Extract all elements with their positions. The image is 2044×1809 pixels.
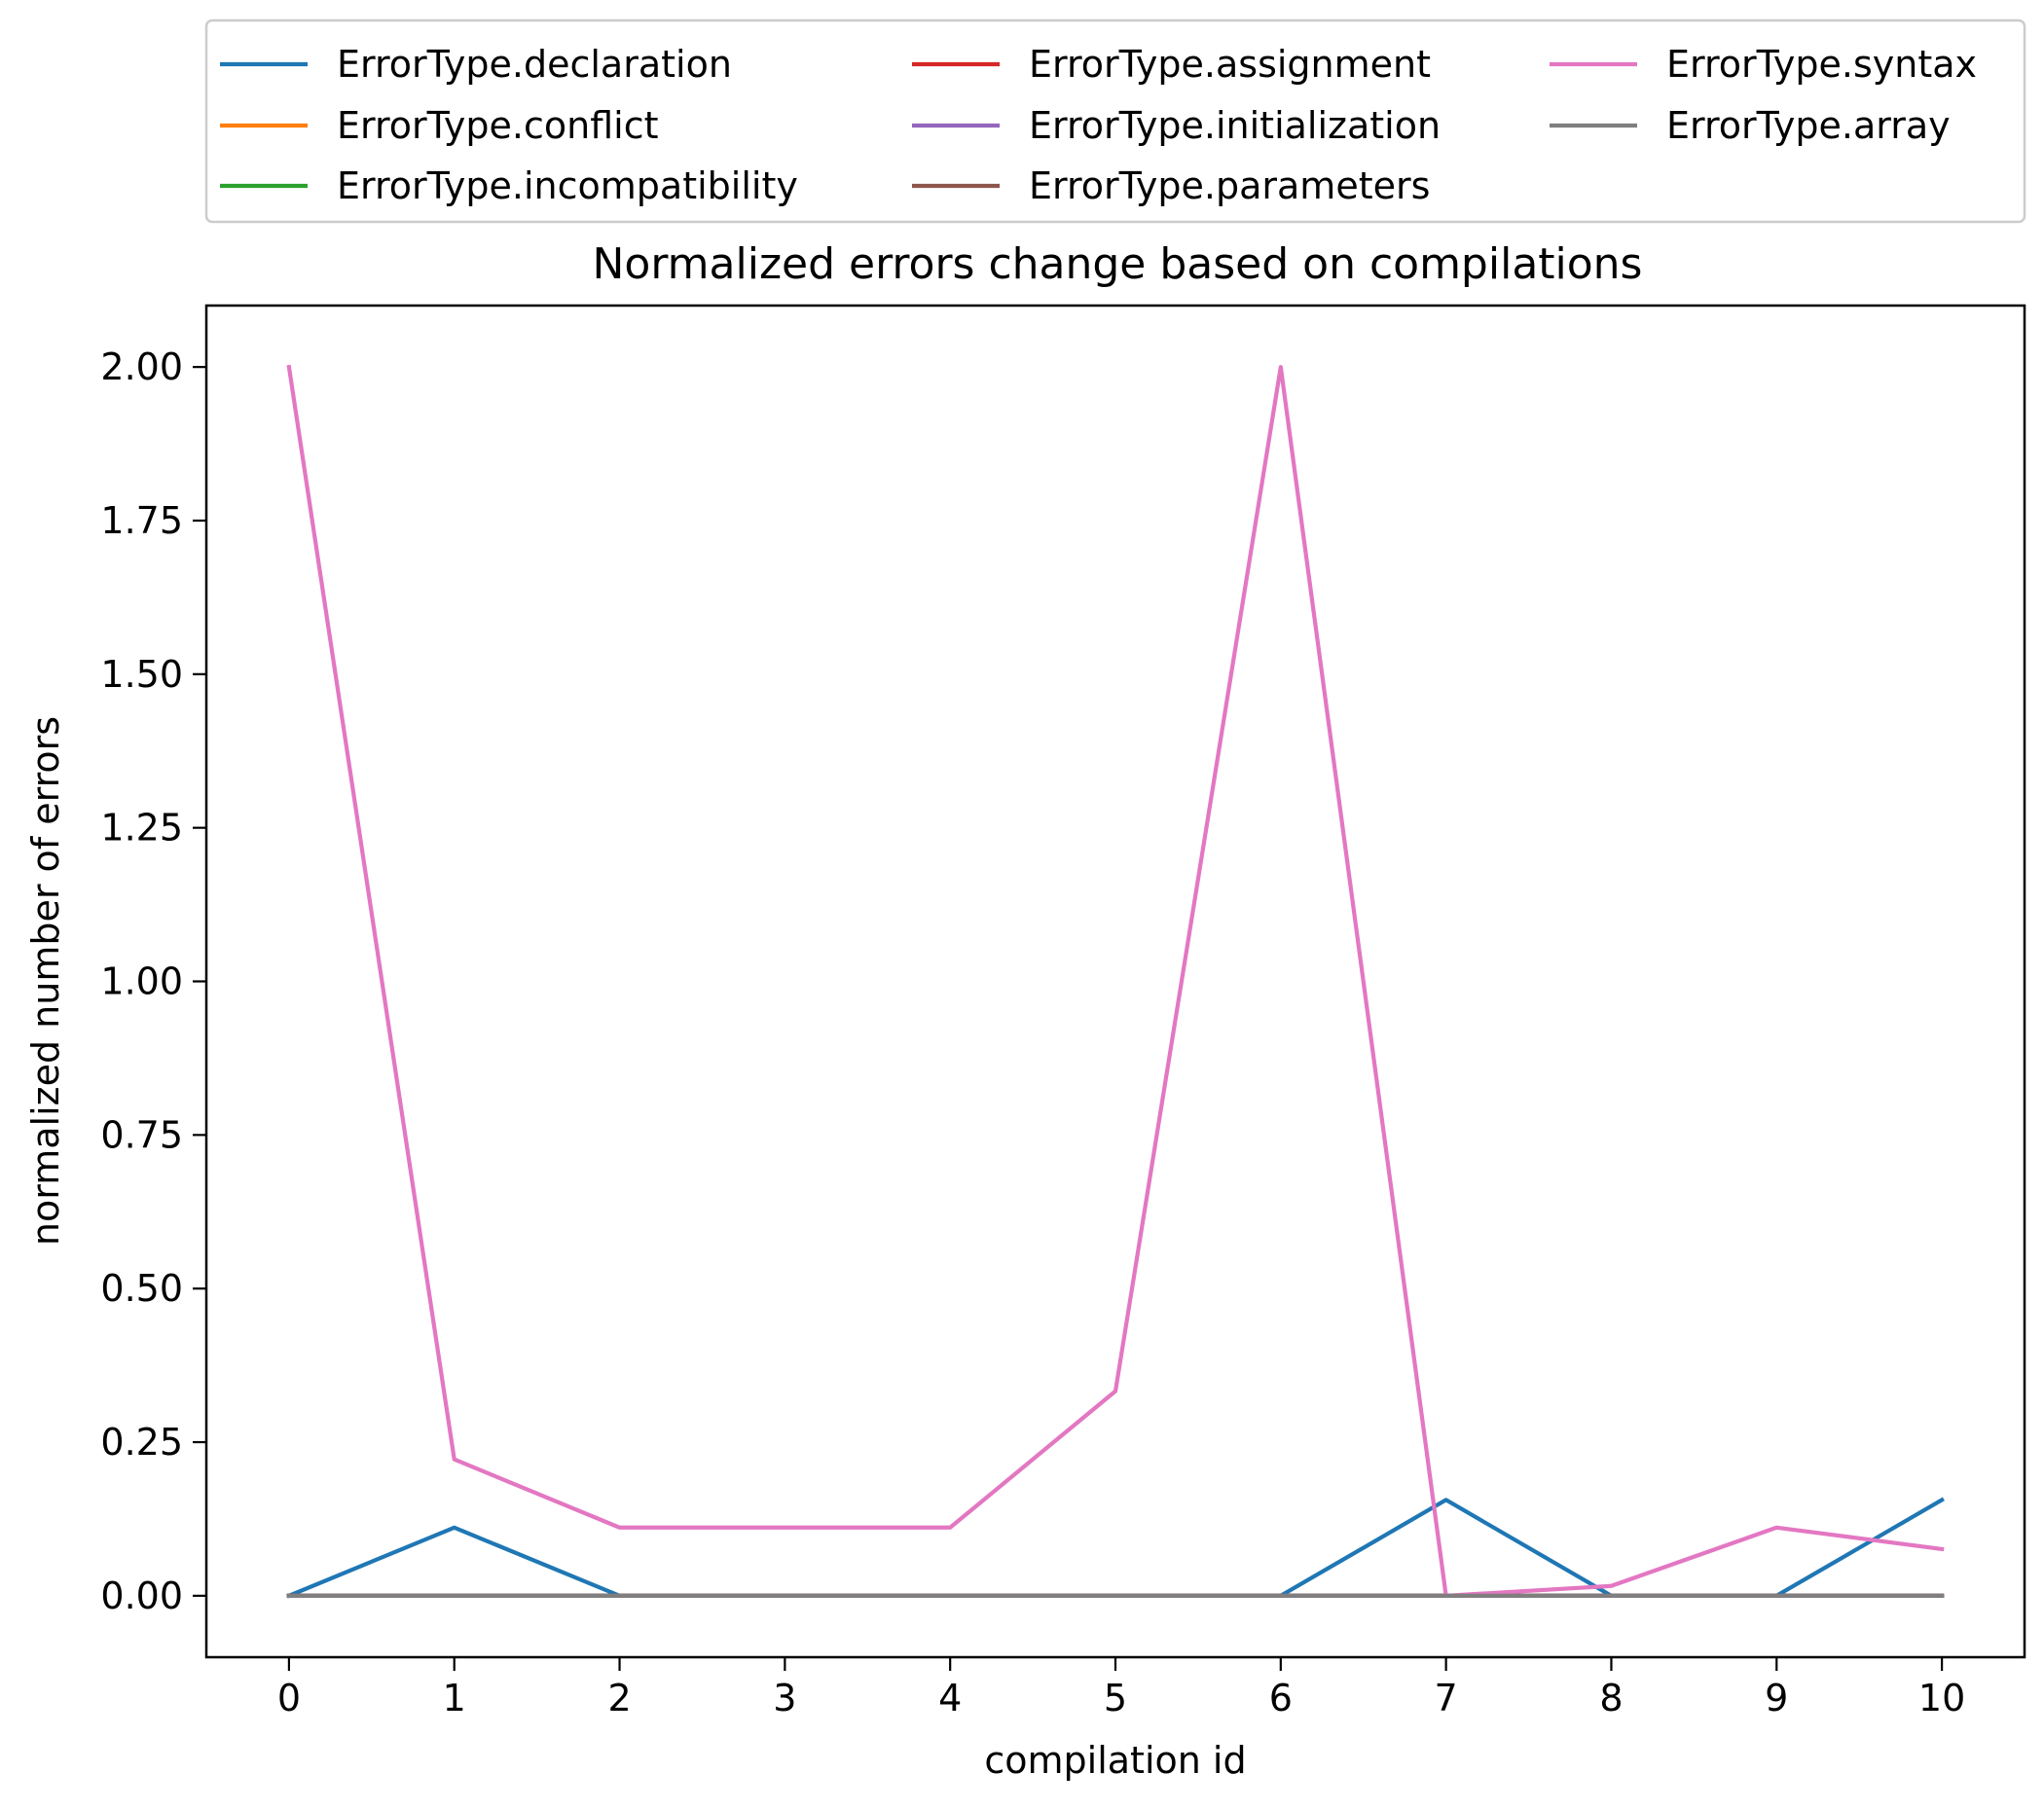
x-tick-label: 1 <box>443 1677 466 1719</box>
legend: ErrorType.declaration ErrorType.conflict E… <box>204 18 2026 224</box>
y-tick-label: 0.50 <box>100 1267 183 1310</box>
legend-label-declaration: ErrorType.declaration <box>337 43 732 86</box>
y-tick-label: 1.00 <box>100 960 183 1003</box>
legend-label-parameters: ErrorType.parameters <box>1029 164 1430 207</box>
legend-label-assignment: ErrorType.assignment <box>1029 43 1431 86</box>
x-axis-label: compilation id <box>984 1739 1246 1782</box>
x-tick-label: 5 <box>1104 1677 1127 1719</box>
y-tick-label: 0.25 <box>100 1421 183 1464</box>
x-tick-label: 2 <box>607 1677 631 1719</box>
x-tick-label: 3 <box>773 1677 796 1719</box>
y-tick-label: 1.50 <box>100 653 183 696</box>
y-tick-label: 1.75 <box>100 499 183 542</box>
x-tick-label: 8 <box>1599 1677 1623 1719</box>
legend-label-incompatibility: ErrorType.incompatibility <box>337 164 798 207</box>
y-tick-label: 2.00 <box>100 345 183 388</box>
legend-label-conflict: ErrorType.conflict <box>337 104 659 147</box>
y-axis-ticks: 0.00 0.25 0.50 0.75 1.00 1.25 1.50 1.75 2.00 <box>100 345 206 1617</box>
y-tick-label: 0.75 <box>100 1113 183 1156</box>
legend-label-initialization: ErrorType.initialization <box>1029 104 1441 147</box>
x-tick-label: 4 <box>938 1677 962 1719</box>
series-lines <box>286 364 1945 1599</box>
x-tick-label: 9 <box>1765 1677 1788 1719</box>
x-tick-label: 6 <box>1269 1677 1293 1719</box>
plot-area: 0 1 2 3 4 5 6 7 8 9 10 0.00 0.25 0.50 0.75 1.00 1.25 1.5… <box>100 304 2026 1719</box>
x-tick-label: 10 <box>1918 1677 1965 1719</box>
x-tick-label: 0 <box>277 1677 301 1719</box>
legend-label-array: ErrorType.array <box>1666 104 1951 147</box>
x-tick-label: 7 <box>1435 1677 1458 1719</box>
legend-items: ErrorType.declaration ErrorType.conflict E… <box>220 43 1977 207</box>
series-line-syntax <box>286 364 1945 1598</box>
y-axis-label: normalized number of errors <box>24 716 67 1246</box>
legend-frame <box>204 18 2026 224</box>
x-axis-ticks: 0 1 2 3 4 5 6 7 8 9 10 <box>277 1657 1965 1719</box>
y-tick-label: 1.25 <box>100 807 183 850</box>
y-tick-label: 0.00 <box>100 1574 183 1617</box>
chart-title: Normalized errors change based on compil… <box>593 239 1643 289</box>
legend-label-syntax: ErrorType.syntax <box>1666 43 1977 86</box>
